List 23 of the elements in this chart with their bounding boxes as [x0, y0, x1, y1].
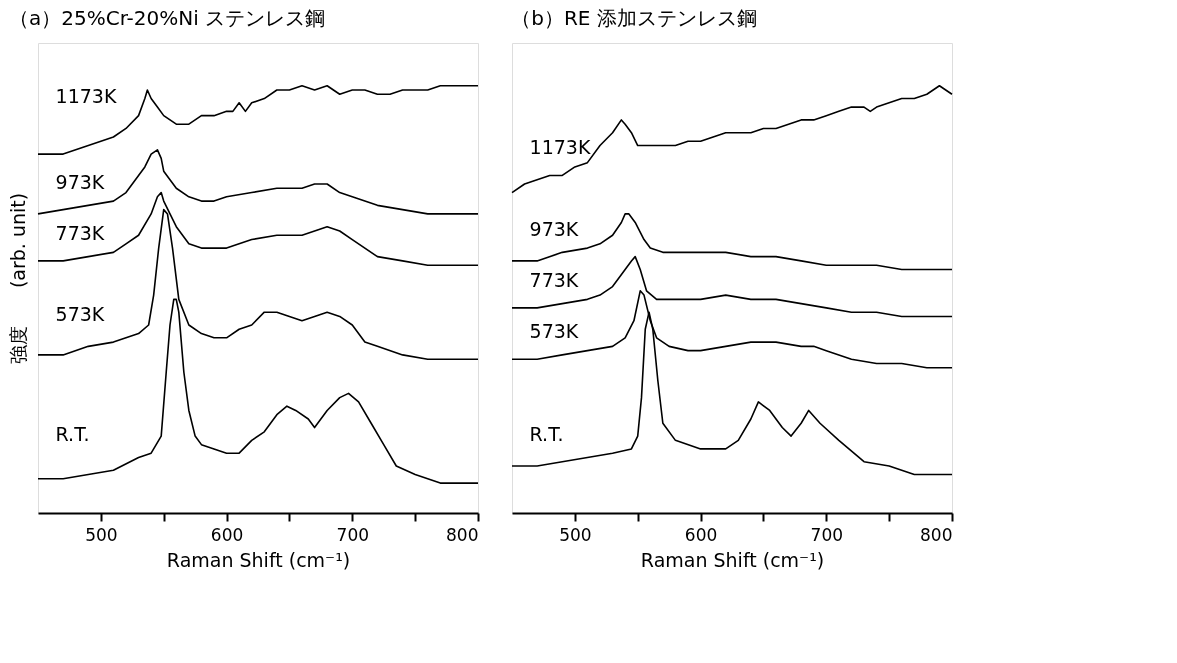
- x-tick-label: 500: [559, 524, 592, 545]
- series-label: 773K: [55, 221, 105, 244]
- x-axis-title: Raman Shift (cm⁻¹): [166, 548, 351, 571]
- series-label: R.T.: [55, 422, 90, 445]
- series-label: R.T.: [529, 422, 564, 445]
- x-tick-label: 700: [810, 524, 844, 545]
- x-tick-label: 500: [85, 524, 118, 545]
- x-tick-label: 600: [684, 524, 718, 545]
- chart-title: （a）25%Cr-20%Ni ステンレス鋼: [9, 6, 326, 30]
- series-label: 773K: [529, 268, 579, 291]
- series-label: 973K: [55, 170, 105, 193]
- chart-title: （b）RE 添加ステンレス鋼: [511, 6, 757, 30]
- series-label: 573K: [529, 320, 579, 343]
- x-tick-label: 800: [446, 524, 479, 545]
- x-tick-label: 600: [210, 524, 244, 545]
- y-axis-title: 強度 (arb. unit): [6, 192, 29, 365]
- series-label: 1173K: [55, 85, 117, 108]
- series-label: 573K: [55, 303, 105, 325]
- x-tick-label: 800: [920, 524, 953, 545]
- series-label: 973K: [529, 217, 579, 240]
- x-axis-title: Raman Shift (cm⁻¹): [640, 548, 825, 571]
- series-label: 1173K: [529, 136, 591, 159]
- x-tick-label: 700: [336, 524, 370, 545]
